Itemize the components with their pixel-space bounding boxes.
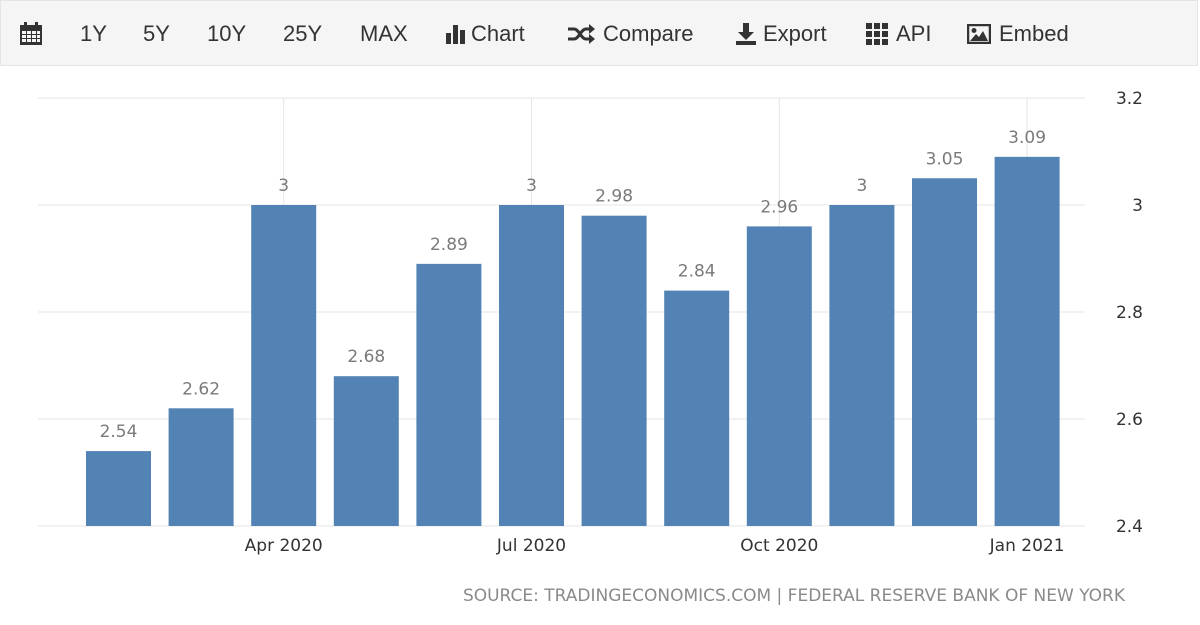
bar[interactable] bbox=[333, 376, 399, 526]
bar[interactable] bbox=[912, 178, 977, 526]
bar[interactable] bbox=[746, 226, 812, 526]
y-tick-label: 2.4 bbox=[1116, 517, 1143, 537]
grid-icon bbox=[866, 23, 888, 45]
export-label: Export bbox=[763, 21, 827, 46]
bar-value-label: 2.54 bbox=[100, 422, 138, 442]
bar-value-label: 3 bbox=[526, 176, 537, 196]
x-tick-label: Jul 2020 bbox=[496, 536, 566, 556]
bar-value-label: 2.89 bbox=[430, 235, 468, 255]
x-axis-ticks: Apr 2020 Jul 2020 Oct 2020 Jan 2021 bbox=[245, 536, 1065, 556]
range-5y-button[interactable]: 5Y bbox=[143, 1, 170, 67]
bar-value-label: 3 bbox=[278, 176, 289, 196]
y-axis-ticks: 2.4 2.6 2.8 3 3.2 bbox=[1116, 89, 1143, 537]
chart-area: 2.54 2.62 3 2.68 2.89 3 2.98 2.84 2.96 3 3.05 3.09 … bbox=[0, 66, 1200, 620]
y-tick-label: 3.2 bbox=[1116, 89, 1143, 109]
bars bbox=[86, 156, 1060, 526]
data-labels: 2.54 2.62 3 2.68 2.89 3 2.98 2.84 2.96 3 3.05 3.09 bbox=[100, 128, 1046, 442]
source-note: SOURCE: TRADINGECONOMICS.COM | FEDERAL R… bbox=[463, 586, 1126, 606]
bar-value-label: 3.09 bbox=[1008, 128, 1046, 148]
bar[interactable] bbox=[86, 451, 151, 526]
bar[interactable] bbox=[581, 215, 647, 526]
bar-chart-icon bbox=[446, 25, 465, 44]
bar-value-label: 2.98 bbox=[595, 187, 633, 207]
image-icon bbox=[967, 24, 991, 44]
y-tick-label: 2.6 bbox=[1116, 410, 1143, 430]
range-max-button[interactable]: MAX bbox=[360, 1, 408, 67]
bar[interactable] bbox=[499, 205, 564, 526]
compare-button[interactable]: Compare bbox=[567, 1, 693, 67]
compare-label: Compare bbox=[603, 21, 694, 46]
embed-button[interactable]: Embed bbox=[967, 1, 1069, 67]
x-tick-label: Oct 2020 bbox=[740, 536, 818, 556]
chart-button[interactable]: Chart bbox=[445, 1, 525, 67]
chart-label: Chart bbox=[471, 21, 525, 46]
export-button[interactable]: Export bbox=[735, 1, 827, 67]
x-tick-label: Apr 2020 bbox=[245, 536, 323, 556]
bar-value-label: 2.84 bbox=[678, 262, 716, 282]
bar[interactable] bbox=[168, 408, 234, 526]
range-25y-button[interactable]: 25Y bbox=[283, 1, 322, 67]
calendar-button[interactable] bbox=[19, 1, 43, 67]
bar-value-label: 2.62 bbox=[182, 379, 220, 399]
range-25y-label: 25Y bbox=[283, 21, 323, 46]
range-10y-button[interactable]: 10Y bbox=[207, 1, 246, 67]
y-tick-label: 3 bbox=[1132, 196, 1143, 216]
x-tick-label: Jan 2021 bbox=[989, 536, 1065, 556]
range-10y-label: 10Y bbox=[207, 21, 247, 46]
range-1y-label: 1Y bbox=[80, 21, 107, 46]
range-1y-button[interactable]: 1Y bbox=[80, 1, 107, 67]
bar[interactable] bbox=[416, 263, 482, 526]
range-max-label: MAX bbox=[360, 21, 408, 46]
bar-value-label: 2.96 bbox=[760, 197, 798, 217]
y-tick-label: 2.8 bbox=[1116, 303, 1143, 323]
bar-chart: 2.542.6232.682.8932.982.842.9633.053.09 … bbox=[38, 89, 1143, 606]
bar[interactable] bbox=[829, 205, 895, 526]
toolbar: 1Y 5Y 10Y 25Y MAX Chart Compare Export bbox=[0, 0, 1198, 66]
bar-value-label: 2.68 bbox=[347, 347, 385, 367]
api-label: API bbox=[896, 21, 932, 46]
embed-label: Embed bbox=[999, 21, 1069, 46]
calendar-icon bbox=[20, 22, 42, 45]
range-5y-label: 5Y bbox=[143, 21, 170, 46]
bar[interactable] bbox=[251, 205, 317, 526]
download-icon bbox=[736, 23, 756, 45]
bar-value-label: 3.05 bbox=[926, 149, 964, 169]
shuffle-icon bbox=[568, 24, 595, 44]
bar-value-label: 3 bbox=[856, 176, 867, 196]
bar[interactable] bbox=[664, 290, 730, 526]
api-button[interactable]: API bbox=[866, 1, 931, 67]
bar[interactable] bbox=[994, 156, 1060, 526]
